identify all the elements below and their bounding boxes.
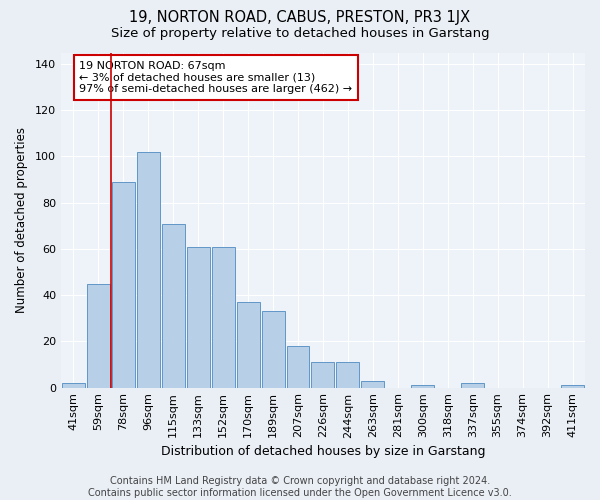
Bar: [212, 246, 235, 388]
Bar: [262, 312, 284, 388]
Text: Size of property relative to detached houses in Garstang: Size of property relative to detached ho…: [110, 28, 490, 40]
Bar: [187, 246, 209, 388]
Y-axis label: Number of detached properties: Number of detached properties: [15, 127, 28, 313]
Bar: [137, 152, 160, 388]
Bar: [461, 383, 484, 388]
Bar: [62, 383, 85, 388]
Text: 19, NORTON ROAD, CABUS, PRESTON, PR3 1JX: 19, NORTON ROAD, CABUS, PRESTON, PR3 1JX: [130, 10, 470, 25]
Text: Contains HM Land Registry data © Crown copyright and database right 2024.
Contai: Contains HM Land Registry data © Crown c…: [88, 476, 512, 498]
Bar: [87, 284, 110, 388]
Bar: [112, 182, 135, 388]
Bar: [311, 362, 334, 388]
Bar: [287, 346, 310, 388]
Bar: [337, 362, 359, 388]
Bar: [162, 224, 185, 388]
Bar: [412, 386, 434, 388]
Bar: [361, 380, 385, 388]
X-axis label: Distribution of detached houses by size in Garstang: Distribution of detached houses by size …: [161, 444, 485, 458]
Text: 19 NORTON ROAD: 67sqm
← 3% of detached houses are smaller (13)
97% of semi-detac: 19 NORTON ROAD: 67sqm ← 3% of detached h…: [79, 61, 352, 94]
Bar: [236, 302, 260, 388]
Bar: [561, 386, 584, 388]
